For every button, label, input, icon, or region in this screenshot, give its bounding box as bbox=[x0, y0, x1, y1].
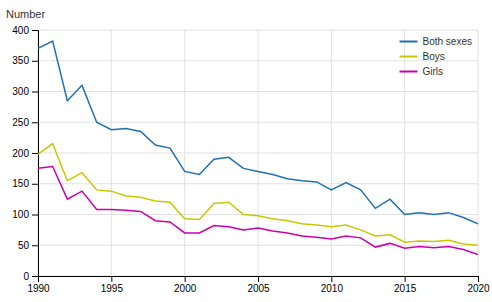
legend-swatch bbox=[400, 71, 418, 73]
series-line bbox=[38, 167, 478, 255]
x-tick-label: 2015 bbox=[394, 283, 417, 294]
x-tick-mark bbox=[111, 276, 112, 282]
y-tick: 100 bbox=[12, 209, 38, 220]
x-tick-mark bbox=[405, 276, 406, 282]
legend-label: Boys bbox=[423, 51, 445, 62]
x-tick: 1995 bbox=[101, 276, 124, 294]
x-tick: 1990 bbox=[27, 276, 50, 294]
y-tick-label: 400 bbox=[12, 25, 29, 36]
x-tick-mark bbox=[478, 276, 479, 282]
x-tick: 2000 bbox=[174, 276, 197, 294]
y-tick-mark bbox=[32, 92, 38, 93]
x-axis-line bbox=[39, 277, 479, 283]
legend: Both sexes Boys Girls bbox=[400, 36, 472, 77]
x-tick-label: 1990 bbox=[27, 283, 50, 294]
y-tick-mark bbox=[32, 184, 38, 185]
grid-line-x bbox=[184, 30, 185, 276]
y-tick-mark bbox=[32, 61, 38, 62]
y-tick-mark bbox=[32, 30, 38, 31]
x-tick-label: 2020 bbox=[467, 283, 490, 294]
series-group bbox=[38, 41, 478, 254]
legend-item: Both sexes bbox=[400, 36, 472, 47]
y-tick: 400 bbox=[12, 25, 38, 36]
y-tick-label: 50 bbox=[18, 240, 30, 251]
plot-area: 1990 1995 2000 2005 2010 2015 2020 0 50 100 150 200… bbox=[12, 25, 490, 294]
x-tick-label: 1995 bbox=[101, 283, 124, 294]
y-tick-mark bbox=[32, 276, 38, 277]
x-tick-mark bbox=[258, 276, 259, 282]
y-tick-label: 350 bbox=[12, 55, 29, 66]
grid-line-x bbox=[258, 30, 259, 276]
series-line bbox=[38, 144, 478, 245]
x-tick-label: 2000 bbox=[174, 283, 197, 294]
y-axis-line bbox=[32, 31, 39, 277]
legend-swatch bbox=[400, 56, 418, 58]
grid-line-x bbox=[111, 30, 112, 276]
y-tick-mark bbox=[32, 153, 38, 154]
legend-swatch bbox=[400, 41, 418, 43]
chart: 1990 1995 2000 2005 2010 2015 2020 0 50 100 150 200… bbox=[0, 0, 492, 302]
y-tick-mark bbox=[32, 245, 38, 246]
grid-line-x bbox=[404, 30, 405, 276]
y-tick-label: 100 bbox=[12, 209, 29, 220]
y-tick-label: 150 bbox=[12, 178, 29, 189]
x-tick: 2010 bbox=[321, 276, 344, 294]
y-axis-label: Number bbox=[6, 8, 45, 20]
y-tick-mark bbox=[32, 215, 38, 216]
y-tick: 50 bbox=[18, 240, 38, 251]
x-tick-label: 2010 bbox=[321, 283, 344, 294]
y-tick: 350 bbox=[12, 55, 38, 66]
y-tick: 150 bbox=[12, 178, 38, 189]
legend-label: Both sexes bbox=[423, 36, 472, 47]
y-tick: 300 bbox=[12, 86, 38, 97]
x-tick-mark bbox=[331, 276, 332, 282]
y-axis: 0 50 100 150 200 250 300 350 400 bbox=[12, 25, 38, 282]
legend-label: Girls bbox=[423, 66, 444, 77]
y-tick-label: 200 bbox=[12, 148, 29, 159]
y-tick: 200 bbox=[12, 148, 38, 159]
y-tick-label: 300 bbox=[12, 86, 29, 97]
y-tick-label: 0 bbox=[23, 271, 29, 282]
x-tick-label: 2005 bbox=[247, 283, 270, 294]
series-line bbox=[38, 41, 478, 224]
x-tick: 2015 bbox=[394, 276, 417, 294]
x-tick: 2005 bbox=[247, 276, 270, 294]
x-tick-mark bbox=[185, 276, 186, 282]
y-tick: 0 bbox=[23, 271, 38, 282]
grid-line-x bbox=[478, 30, 479, 276]
grid bbox=[38, 30, 478, 276]
legend-item: Boys bbox=[400, 51, 445, 62]
y-tick-label: 250 bbox=[12, 117, 29, 128]
legend-item: Girls bbox=[400, 66, 444, 77]
y-tick: 250 bbox=[12, 117, 38, 128]
x-tick: 2020 bbox=[467, 276, 490, 294]
y-tick-mark bbox=[32, 122, 38, 123]
x-axis: 1990 1995 2000 2005 2010 2015 2020 bbox=[27, 276, 490, 294]
